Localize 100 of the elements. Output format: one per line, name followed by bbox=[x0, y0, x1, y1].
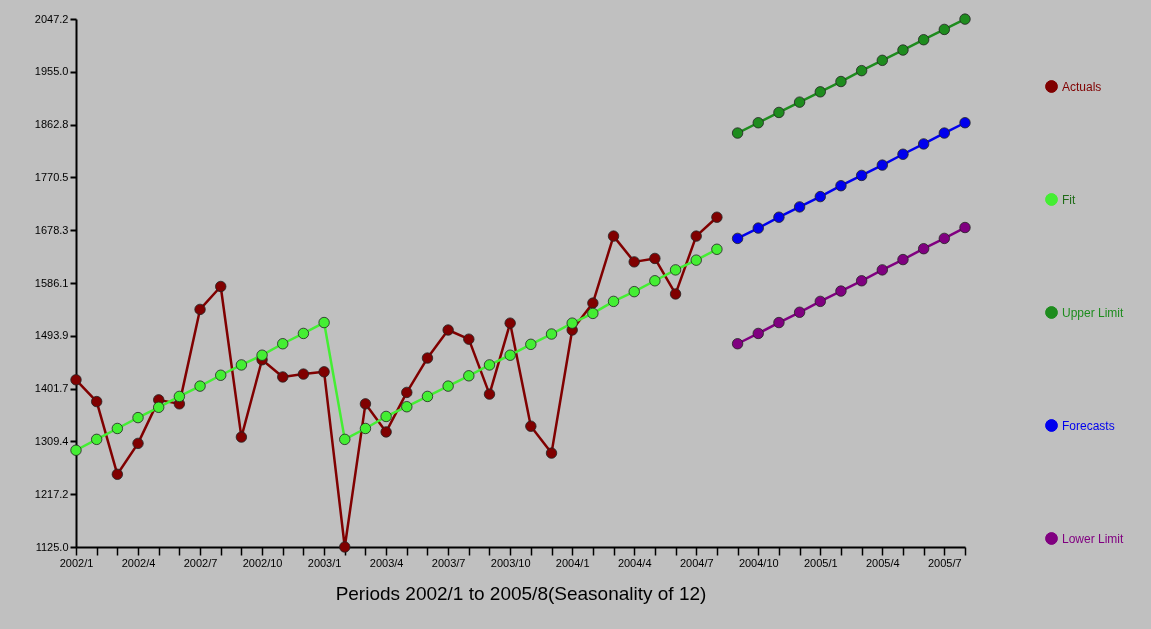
point bbox=[649, 252, 661, 265]
y-tick-label: 1586.1 bbox=[34, 276, 69, 289]
x-tick-label: 2003/1 bbox=[307, 556, 342, 569]
point bbox=[649, 275, 661, 287]
point bbox=[277, 371, 289, 383]
point bbox=[690, 230, 702, 242]
point bbox=[938, 127, 950, 139]
point bbox=[153, 401, 165, 413]
y-tick-label: 1217.2 bbox=[34, 487, 69, 500]
point bbox=[773, 316, 785, 329]
point bbox=[91, 395, 103, 408]
point bbox=[959, 221, 971, 234]
y-tick-label: 1955.0 bbox=[34, 65, 69, 78]
point bbox=[835, 75, 847, 88]
point bbox=[463, 370, 475, 382]
point bbox=[277, 338, 289, 350]
point bbox=[835, 180, 847, 192]
x-tick-label: 2005/7 bbox=[928, 556, 962, 569]
legend-label: Actuals bbox=[1062, 79, 1102, 94]
point bbox=[215, 280, 227, 293]
point bbox=[132, 437, 144, 449]
point bbox=[690, 254, 702, 266]
point bbox=[483, 388, 496, 400]
point bbox=[504, 317, 516, 329]
point bbox=[587, 297, 599, 309]
point bbox=[339, 541, 351, 553]
point bbox=[215, 369, 227, 381]
point bbox=[959, 117, 971, 129]
point bbox=[359, 422, 372, 435]
point bbox=[91, 433, 103, 445]
y-tick-label: 2047.2 bbox=[34, 12, 69, 25]
point bbox=[463, 333, 475, 345]
point bbox=[918, 243, 930, 255]
point bbox=[173, 390, 186, 403]
point bbox=[297, 327, 310, 340]
point bbox=[194, 380, 206, 392]
point bbox=[731, 232, 744, 245]
point bbox=[855, 65, 868, 77]
legend-label: Lower Limit bbox=[1062, 531, 1125, 546]
point bbox=[401, 386, 413, 399]
point bbox=[814, 86, 826, 98]
point bbox=[504, 349, 516, 361]
y-tick-label: 1493.9 bbox=[34, 329, 69, 342]
point bbox=[401, 401, 413, 413]
point bbox=[525, 420, 537, 432]
point bbox=[628, 286, 640, 298]
x-tick-label: 2003/4 bbox=[369, 556, 404, 569]
x-tick-label: 2003/10 bbox=[490, 556, 531, 569]
point bbox=[297, 368, 310, 380]
point bbox=[111, 468, 123, 480]
point bbox=[876, 54, 888, 66]
point bbox=[628, 256, 640, 268]
y-tick-label: 1770.5 bbox=[34, 170, 69, 183]
point bbox=[545, 447, 558, 459]
point bbox=[814, 190, 826, 203]
point bbox=[194, 303, 206, 316]
point bbox=[959, 13, 971, 25]
x-tick-label: 2005/4 bbox=[865, 556, 900, 569]
point bbox=[938, 232, 950, 245]
point bbox=[70, 374, 82, 386]
point bbox=[752, 117, 764, 129]
point bbox=[897, 253, 909, 266]
x-tick-label: 2002/10 bbox=[242, 556, 283, 569]
point bbox=[835, 285, 847, 297]
point bbox=[752, 222, 764, 234]
point bbox=[318, 366, 330, 378]
point bbox=[876, 159, 888, 171]
point bbox=[773, 211, 785, 223]
point bbox=[442, 324, 454, 336]
point bbox=[545, 328, 558, 340]
x-tick-label: 2002/4 bbox=[121, 556, 156, 569]
x-tick-label: 2004/4 bbox=[617, 556, 652, 569]
x-tick-label: 2004/10 bbox=[738, 556, 779, 569]
point bbox=[587, 307, 599, 320]
point bbox=[793, 306, 806, 318]
point bbox=[752, 327, 764, 340]
point bbox=[607, 295, 620, 308]
point bbox=[876, 264, 888, 276]
point bbox=[938, 23, 950, 36]
point bbox=[339, 433, 351, 445]
point bbox=[111, 422, 123, 435]
point bbox=[132, 411, 144, 424]
legend-label: Upper Limit bbox=[1062, 305, 1125, 320]
point bbox=[380, 410, 392, 423]
point bbox=[731, 338, 744, 350]
point bbox=[442, 380, 454, 392]
point bbox=[669, 288, 682, 300]
legend-label: Forecasts bbox=[1062, 418, 1115, 433]
point bbox=[318, 316, 330, 329]
point bbox=[483, 359, 496, 371]
point bbox=[711, 243, 723, 255]
point bbox=[814, 295, 826, 308]
y-tick-label: 1125.0 bbox=[35, 540, 69, 553]
point bbox=[256, 349, 268, 361]
point bbox=[793, 96, 806, 108]
x-axis-title: Periods 2002/1 to 2005/8(Seasonality of 12) bbox=[335, 582, 707, 604]
point bbox=[380, 426, 392, 438]
x-tick-label: 2005/1 bbox=[803, 556, 838, 569]
point bbox=[793, 201, 806, 213]
y-tick-label: 1862.8 bbox=[34, 118, 69, 131]
